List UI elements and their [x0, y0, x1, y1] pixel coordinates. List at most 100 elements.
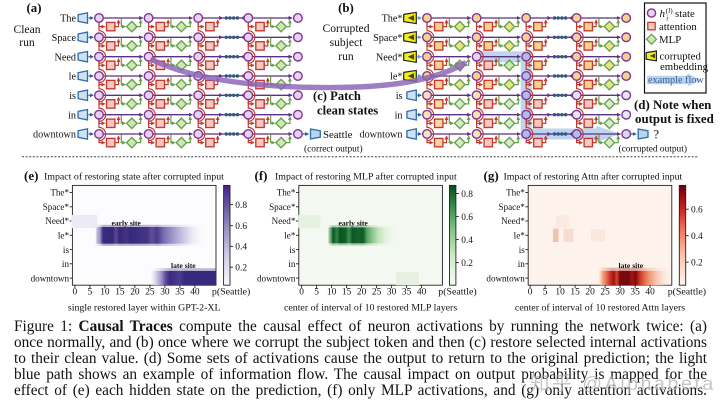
svg-text:le: le [69, 72, 77, 83]
svg-text:5: 5 [543, 287, 548, 297]
svg-text:example flow: example flow [648, 75, 704, 86]
svg-text:is: is [396, 91, 403, 102]
svg-text:(correct output): (correct output) [304, 144, 363, 155]
svg-text:downtown: downtown [486, 273, 525, 283]
svg-text:attention: attention [659, 21, 697, 33]
svg-text:Need: Need [55, 52, 77, 63]
svg-text:(e): (e) [24, 168, 38, 183]
svg-text:10: 10 [327, 287, 337, 297]
svg-text:25: 25 [372, 287, 382, 297]
svg-text:is: is [519, 245, 526, 255]
svg-text:(d) Note when: (d) Note when [634, 98, 711, 112]
svg-text:15: 15 [570, 287, 580, 297]
svg-text:Space*: Space* [269, 202, 296, 212]
svg-text:0.6: 0.6 [691, 206, 703, 216]
svg-text:20: 20 [357, 287, 367, 297]
svg-text:25: 25 [145, 287, 155, 297]
svg-text:Need*: Need* [272, 216, 296, 226]
svg-text:downtown: downtown [33, 130, 76, 141]
svg-text:late site: late site [619, 261, 644, 270]
svg-text:40: 40 [645, 287, 655, 297]
svg-text:(b): (b) [338, 1, 354, 15]
svg-text:The: The [60, 14, 76, 25]
svg-text:(f): (f) [255, 168, 268, 183]
svg-text:run: run [338, 50, 354, 63]
svg-text:Space*: Space* [499, 202, 526, 212]
svg-text:35: 35 [630, 287, 640, 297]
svg-text:h: h [660, 8, 666, 20]
svg-text:Space*: Space* [43, 202, 70, 212]
svg-text:le*: le* [284, 231, 296, 241]
svg-text:is: is [63, 245, 70, 255]
svg-text:20: 20 [130, 287, 140, 297]
svg-text:Seattle: Seattle [323, 129, 353, 141]
svg-text:0.6: 0.6 [235, 222, 247, 232]
svg-text:corrupted: corrupted [660, 50, 702, 62]
svg-text:i: i [666, 15, 668, 23]
svg-text:downtown: downtown [31, 273, 70, 283]
svg-text:(c) Patch: (c) Patch [313, 89, 361, 103]
svg-text:in: in [68, 110, 76, 121]
svg-text:single restored layer within G: single restored layer within GPT-2-XL [68, 303, 221, 314]
svg-text:p(Seattle): p(Seattle) [212, 287, 250, 298]
svg-text:p(Seattle): p(Seattle) [438, 287, 476, 298]
svg-text:Impact of restoring Attn after: Impact of restoring Attn after corrupted… [504, 171, 683, 182]
svg-text:subject: subject [330, 36, 364, 49]
svg-text:p(Seattle): p(Seattle) [668, 287, 706, 298]
svg-text:in: in [62, 259, 70, 269]
svg-text:(l): (l) [666, 7, 673, 15]
svg-text:0: 0 [528, 287, 533, 297]
svg-text:0.4: 0.4 [691, 232, 703, 242]
svg-text:center of interval of 10 resto: center of interval of 10 restored Attn l… [515, 303, 685, 314]
svg-text:30: 30 [160, 287, 170, 297]
svg-text:0.4: 0.4 [461, 236, 473, 246]
svg-text:early site: early site [112, 218, 142, 227]
svg-text:15: 15 [342, 287, 352, 297]
svg-text:0.8: 0.8 [461, 190, 473, 200]
svg-text:clean states: clean states [317, 104, 378, 118]
svg-text:The*: The* [382, 14, 403, 25]
svg-text:le*: le* [58, 231, 70, 241]
svg-text:0: 0 [299, 287, 304, 297]
svg-text:0.2: 0.2 [691, 259, 703, 269]
svg-text:(g): (g) [484, 168, 499, 183]
svg-text:40: 40 [417, 287, 427, 297]
svg-text:25: 25 [600, 287, 610, 297]
svg-text:le*: le* [514, 231, 526, 241]
svg-text:0.4: 0.4 [235, 243, 247, 253]
svg-text:Space*: Space* [373, 33, 402, 44]
svg-text:30: 30 [387, 287, 397, 297]
svg-text:in: in [288, 259, 296, 269]
svg-text:0.8: 0.8 [235, 201, 247, 211]
svg-text:Need*: Need* [376, 52, 403, 63]
svg-text:state: state [675, 8, 695, 20]
svg-text:downtown: downtown [359, 130, 402, 141]
svg-text:MLP: MLP [659, 34, 681, 46]
svg-text:is: is [289, 245, 296, 255]
svg-text:Impact of restoring MLP after: Impact of restoring MLP after corrupted … [275, 171, 457, 182]
svg-text:Corrupted: Corrupted [322, 22, 369, 35]
svg-text:(a): (a) [27, 1, 42, 15]
svg-text:?: ? [654, 128, 660, 142]
svg-text:5: 5 [88, 287, 93, 297]
svg-text:0.2: 0.2 [461, 259, 473, 269]
svg-text:Space: Space [52, 33, 77, 44]
svg-text:is: is [69, 91, 76, 102]
svg-text:35: 35 [402, 287, 412, 297]
svg-text:0.2: 0.2 [235, 264, 247, 274]
svg-text:10: 10 [555, 287, 565, 297]
svg-text:in: in [518, 259, 526, 269]
svg-text:0.6: 0.6 [461, 213, 473, 223]
svg-text:downtown: downtown [257, 273, 296, 283]
svg-text:output is fixed: output is fixed [635, 112, 715, 126]
svg-text:(corrupted output): (corrupted output) [619, 144, 687, 155]
svg-text:Need*: Need* [501, 216, 525, 226]
svg-text:40: 40 [190, 287, 200, 297]
svg-text:early site: early site [339, 218, 369, 227]
svg-text:10: 10 [100, 287, 110, 297]
svg-text:Impact of restoring state afte: Impact of restoring state after corrupte… [44, 171, 224, 182]
svg-text:run: run [19, 36, 35, 49]
svg-text:in: in [395, 110, 403, 121]
svg-text:The*: The* [50, 188, 69, 198]
svg-text:35: 35 [175, 287, 185, 297]
